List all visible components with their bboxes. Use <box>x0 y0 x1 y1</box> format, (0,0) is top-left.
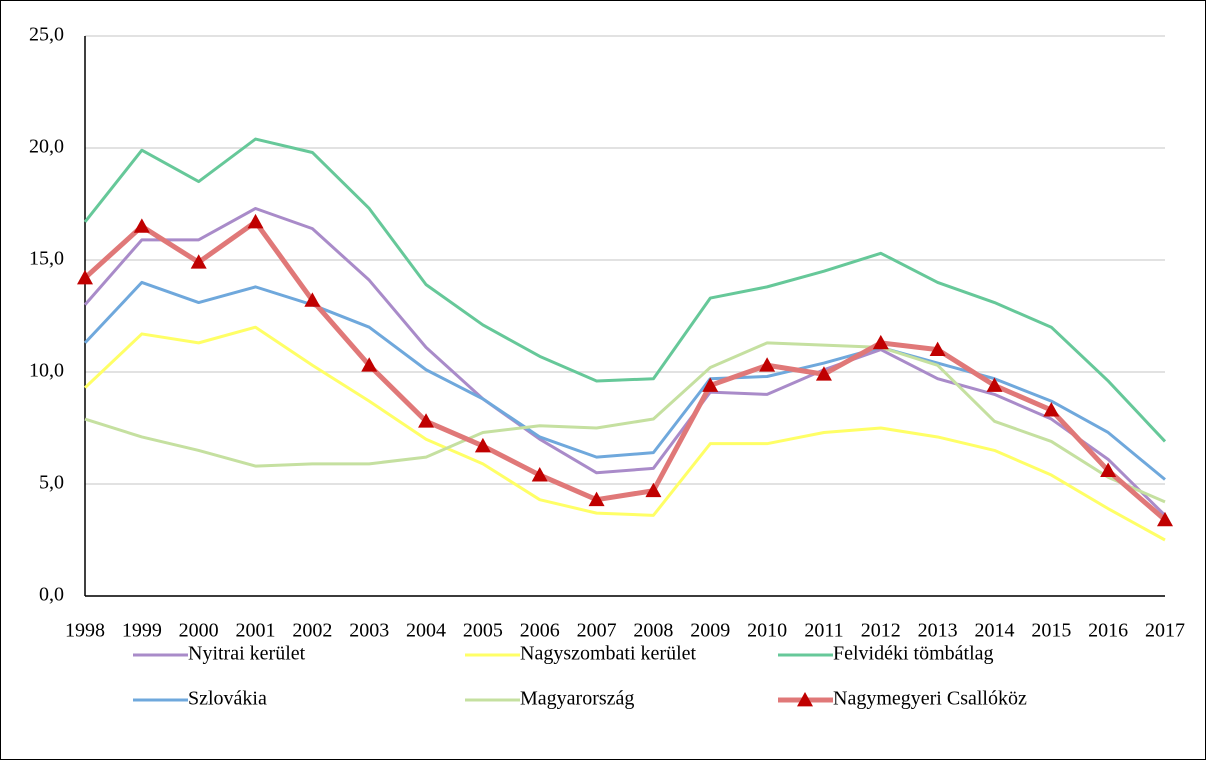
y-tick-label: 5,0 <box>39 472 64 494</box>
marker <box>418 413 435 428</box>
legend-label: Nagymegyeri Csallóköz <box>833 688 1027 710</box>
x-tick-label: 2014 <box>974 620 1014 642</box>
marker <box>1100 462 1117 477</box>
marker <box>929 341 946 356</box>
legend-label: Magyarország <box>520 688 634 710</box>
marker <box>361 357 378 372</box>
legend-label: Nyitrai kerület <box>188 643 306 665</box>
x-tick-label: 2005 <box>463 620 503 642</box>
y-tick-label: 20,0 <box>29 136 64 158</box>
marker <box>474 437 491 453</box>
legend-label: Felvidéki tömbátlag <box>833 643 994 665</box>
marker <box>247 213 264 229</box>
legend-marker <box>797 692 813 707</box>
y-tick-label: 25,0 <box>29 24 64 46</box>
x-tick-label: 2008 <box>633 620 673 642</box>
y-tick-label: 15,0 <box>29 248 64 270</box>
x-tick-label: 2001 <box>236 620 276 642</box>
marker <box>872 334 889 350</box>
x-tick-label: 2016 <box>1088 620 1128 642</box>
marker <box>190 254 207 269</box>
marker <box>1043 402 1060 417</box>
x-tick-label: 2002 <box>292 620 332 642</box>
legend-label: Szlovákia <box>188 688 267 710</box>
marker <box>133 218 150 233</box>
x-tick-label: 2009 <box>690 620 730 642</box>
x-tick-label: 2013 <box>918 620 958 642</box>
marker <box>815 366 832 381</box>
marker <box>645 482 662 498</box>
marker <box>77 269 93 285</box>
x-tick-label: 1998 <box>65 620 105 642</box>
marker <box>531 467 548 482</box>
y-tick-label: 0,0 <box>39 584 64 606</box>
x-tick-label: 2006 <box>520 620 560 642</box>
x-tick-label: 2004 <box>406 620 446 642</box>
series-line <box>84 341 1166 504</box>
marker <box>1157 511 1173 527</box>
x-tick-label: 2011 <box>804 620 843 642</box>
x-tick-label: 2003 <box>349 620 389 642</box>
x-tick-label: 2017 <box>1145 620 1185 642</box>
series-line <box>83 280 1166 481</box>
marker <box>588 491 605 507</box>
x-tick-label: 2007 <box>577 620 617 642</box>
series-line <box>83 325 1166 542</box>
series-line <box>83 137 1167 443</box>
x-tick-label: 2000 <box>179 620 219 642</box>
series-line <box>83 206 1167 517</box>
marker <box>759 357 776 372</box>
legend-label: Nagyszombati kerület <box>520 643 696 665</box>
x-tick-label: 2012 <box>861 620 901 642</box>
x-tick-label: 2010 <box>747 620 787 642</box>
x-tick-label: 1999 <box>122 620 162 642</box>
marker <box>702 377 719 392</box>
marker <box>304 292 321 307</box>
marker <box>986 377 1003 392</box>
y-tick-label: 10,0 <box>29 360 64 382</box>
x-tick-label: 2015 <box>1031 620 1071 642</box>
series-line <box>83 219 1167 522</box>
